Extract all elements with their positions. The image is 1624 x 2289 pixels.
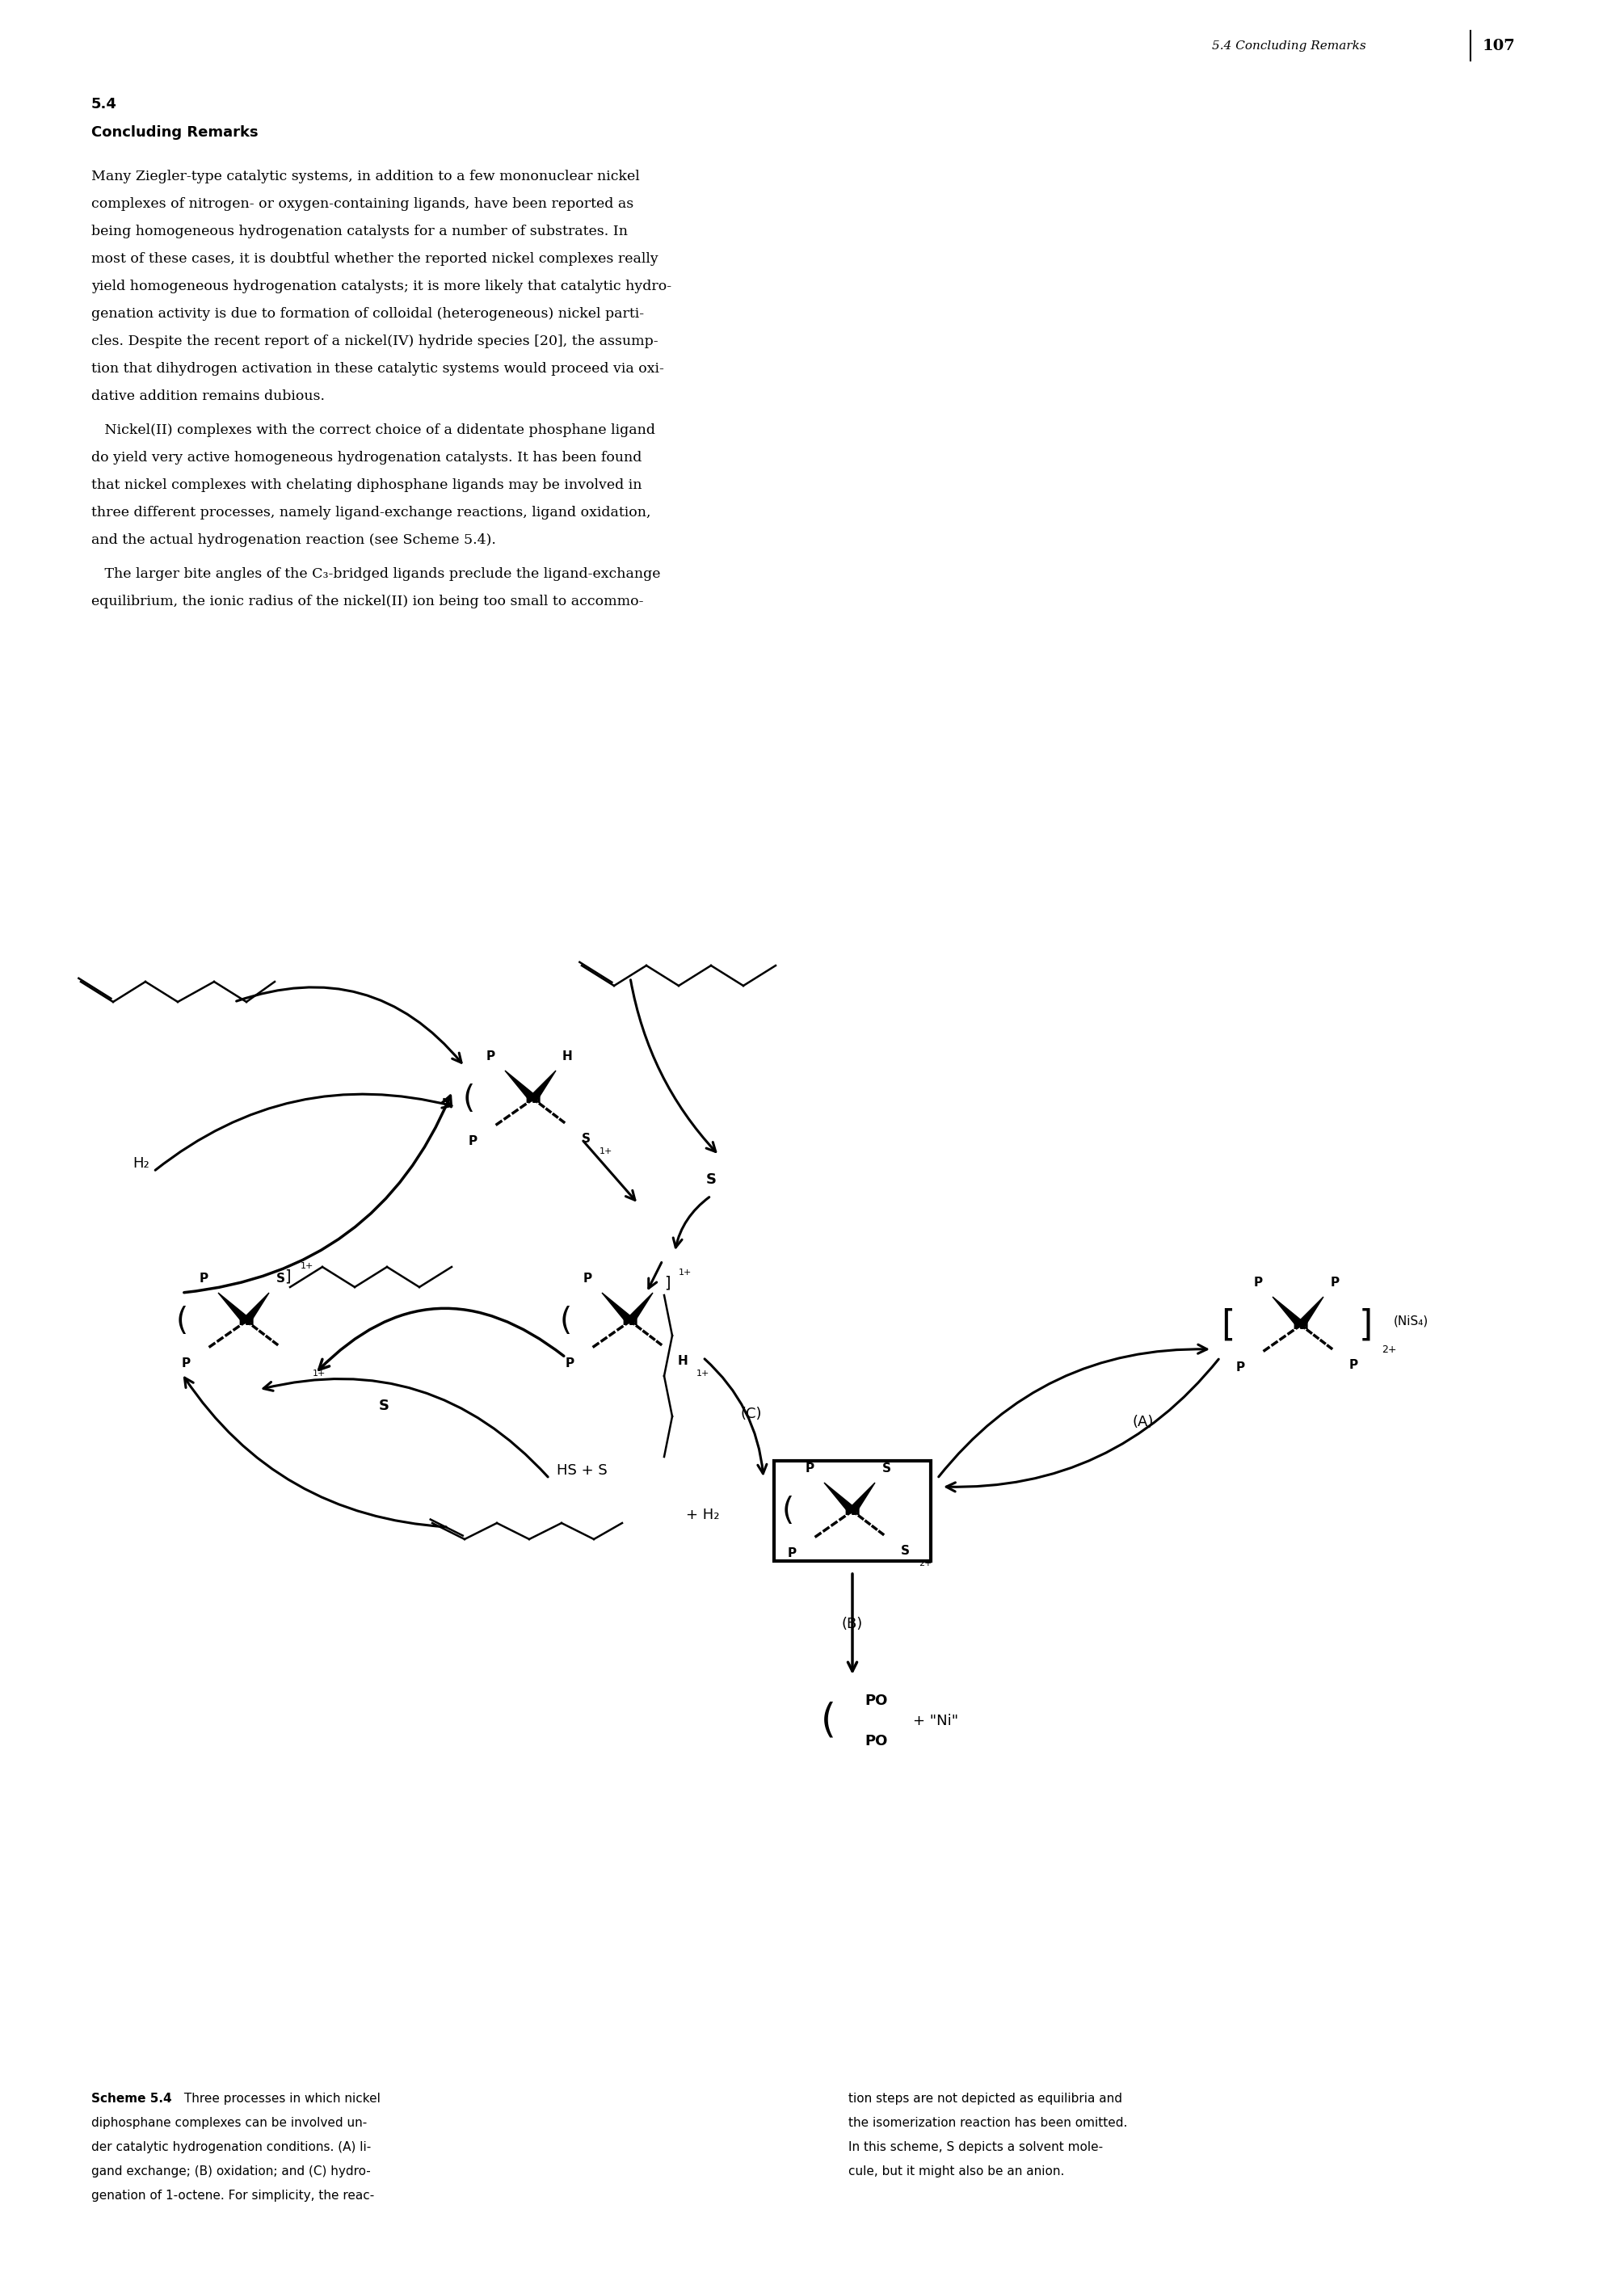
Text: (: (	[175, 1305, 188, 1337]
Text: gand exchange; (B) oxidation; and (C) hydro-: gand exchange; (B) oxidation; and (C) hy…	[91, 2165, 370, 2177]
Text: P: P	[583, 1273, 593, 1284]
Text: + "Ni": + "Ni"	[913, 1714, 958, 1728]
Text: ]: ]	[664, 1275, 671, 1291]
Text: S: S	[378, 1399, 390, 1412]
Text: tion steps are not depicted as equilibria and: tion steps are not depicted as equilibri…	[848, 2092, 1122, 2106]
Text: 1+: 1+	[679, 1268, 692, 1277]
Text: P: P	[200, 1273, 208, 1284]
Text: 2+: 2+	[919, 1559, 932, 1568]
Text: Ni: Ni	[844, 1504, 861, 1518]
Text: P: P	[1330, 1277, 1340, 1289]
Polygon shape	[218, 1293, 250, 1323]
Text: tion that dihydrogen activation in these catalytic systems would proceed via oxi: tion that dihydrogen activation in these…	[91, 362, 664, 375]
Text: P: P	[182, 1357, 190, 1369]
Text: der catalytic hydrogenation conditions. (A) li-: der catalytic hydrogenation conditions. …	[91, 2140, 370, 2154]
Text: (: (	[820, 1701, 836, 1740]
Polygon shape	[244, 1293, 270, 1323]
Text: Three processes in which nickel: Three processes in which nickel	[180, 2092, 380, 2106]
Text: ]: ]	[284, 1270, 291, 1284]
Text: HS + S: HS + S	[557, 1463, 607, 1479]
Text: 1+: 1+	[312, 1369, 326, 1378]
Text: cule, but it might also be an anion.: cule, but it might also be an anion.	[848, 2165, 1064, 2177]
Text: Ni: Ni	[237, 1314, 255, 1328]
Polygon shape	[529, 1071, 555, 1101]
Text: (: (	[559, 1305, 572, 1337]
Polygon shape	[849, 1483, 875, 1513]
Text: 5.4 Concluding Remarks: 5.4 Concluding Remarks	[1212, 41, 1366, 53]
Text: PO: PO	[864, 1694, 887, 1708]
Polygon shape	[627, 1293, 653, 1323]
Text: P: P	[1236, 1362, 1244, 1373]
Text: 1+: 1+	[300, 1264, 313, 1270]
Text: three different processes, namely ligand-exchange reactions, ligand oxidation,: three different processes, namely ligand…	[91, 506, 651, 520]
Text: P: P	[565, 1357, 575, 1369]
Text: H₂: H₂	[133, 1156, 149, 1170]
Text: P: P	[486, 1051, 495, 1062]
Polygon shape	[1273, 1298, 1304, 1328]
Text: (: (	[463, 1083, 474, 1115]
Text: equilibrium, the ionic radius of the nickel(II) ion being too small to accommo-: equilibrium, the ionic radius of the nic…	[91, 595, 643, 609]
Text: most of these cases, it is doubtful whether the reported nickel complexes really: most of these cases, it is doubtful whet…	[91, 252, 658, 266]
Text: In this scheme, S depicts a solvent mole-: In this scheme, S depicts a solvent mole…	[848, 2140, 1103, 2154]
Text: S: S	[901, 1545, 909, 1557]
Text: cles. Despite the recent report of a nickel(IV) hydride species [20], the assump: cles. Despite the recent report of a nic…	[91, 334, 658, 348]
Text: 1+: 1+	[697, 1369, 710, 1378]
Text: being homogeneous hydrogenation catalysts for a number of substrates. In: being homogeneous hydrogenation catalyst…	[91, 224, 628, 238]
Polygon shape	[505, 1071, 536, 1101]
Text: the isomerization reaction has been omitted.: the isomerization reaction has been omit…	[848, 2117, 1127, 2129]
Text: Scheme 5.4: Scheme 5.4	[91, 2092, 172, 2106]
Text: Many Ziegler-type catalytic systems, in addition to a few mononuclear nickel: Many Ziegler-type catalytic systems, in …	[91, 169, 640, 183]
Text: The larger bite angles of the C₃-bridged ligands preclude the ligand-exchange: The larger bite angles of the C₃-bridged…	[91, 568, 661, 581]
Text: (C): (C)	[741, 1408, 762, 1421]
Text: Ni: Ni	[622, 1314, 638, 1328]
Text: complexes of nitrogen- or oxygen-containing ligands, have been reported as: complexes of nitrogen- or oxygen-contain…	[91, 197, 633, 211]
Text: yield homogeneous hydrogenation catalysts; it is more likely that catalytic hydr: yield homogeneous hydrogenation catalyst…	[91, 279, 671, 293]
Text: genation of 1-octene. For simplicity, the reac-: genation of 1-octene. For simplicity, th…	[91, 2191, 374, 2202]
Text: 2+: 2+	[1382, 1344, 1397, 1355]
Text: [: [	[1221, 1307, 1236, 1341]
Text: that nickel complexes with chelating diphosphane ligands may be involved in: that nickel complexes with chelating dip…	[91, 478, 641, 492]
Text: Concluding Remarks: Concluding Remarks	[91, 126, 258, 140]
Text: genation activity is due to formation of colloidal (heterogeneous) nickel parti-: genation activity is due to formation of…	[91, 307, 645, 320]
Text: 1+: 1+	[599, 1147, 612, 1156]
Text: S: S	[706, 1172, 716, 1188]
Text: diphosphane complexes can be involved un-: diphosphane complexes can be involved un…	[91, 2117, 367, 2129]
Text: Nickel(II) complexes with the correct choice of a didentate phosphane ligand: Nickel(II) complexes with the correct ch…	[91, 423, 654, 437]
Text: dative addition remains dubious.: dative addition remains dubious.	[91, 389, 325, 403]
Text: S: S	[276, 1273, 284, 1284]
Text: (B): (B)	[841, 1616, 862, 1632]
Text: Ni: Ni	[1293, 1318, 1309, 1332]
Text: 5.4: 5.4	[91, 96, 117, 112]
Text: P: P	[468, 1135, 477, 1147]
Text: (NiS₄): (NiS₄)	[1393, 1314, 1429, 1328]
Text: do yield very active homogeneous hydrogenation catalysts. It has been found: do yield very active homogeneous hydroge…	[91, 451, 641, 465]
Text: P: P	[1350, 1360, 1358, 1371]
Text: + H₂: + H₂	[687, 1508, 719, 1522]
Text: P: P	[1254, 1277, 1263, 1289]
Text: H: H	[677, 1355, 689, 1367]
Text: and the actual hydrogenation reaction (see Scheme 5.4).: and the actual hydrogenation reaction (s…	[91, 533, 495, 547]
Text: S: S	[882, 1463, 892, 1474]
Text: S: S	[581, 1133, 590, 1144]
Text: H: H	[562, 1051, 572, 1062]
Polygon shape	[823, 1483, 856, 1513]
Polygon shape	[1298, 1298, 1324, 1328]
Text: (: (	[781, 1495, 794, 1527]
Polygon shape	[603, 1293, 633, 1323]
Text: P: P	[788, 1547, 796, 1559]
Text: 107: 107	[1483, 39, 1515, 53]
Text: ]: ]	[1358, 1307, 1372, 1341]
Text: Ni: Ni	[525, 1092, 542, 1106]
Text: P: P	[806, 1463, 815, 1474]
Text: PO: PO	[864, 1735, 887, 1749]
Text: (A): (A)	[1132, 1415, 1155, 1428]
